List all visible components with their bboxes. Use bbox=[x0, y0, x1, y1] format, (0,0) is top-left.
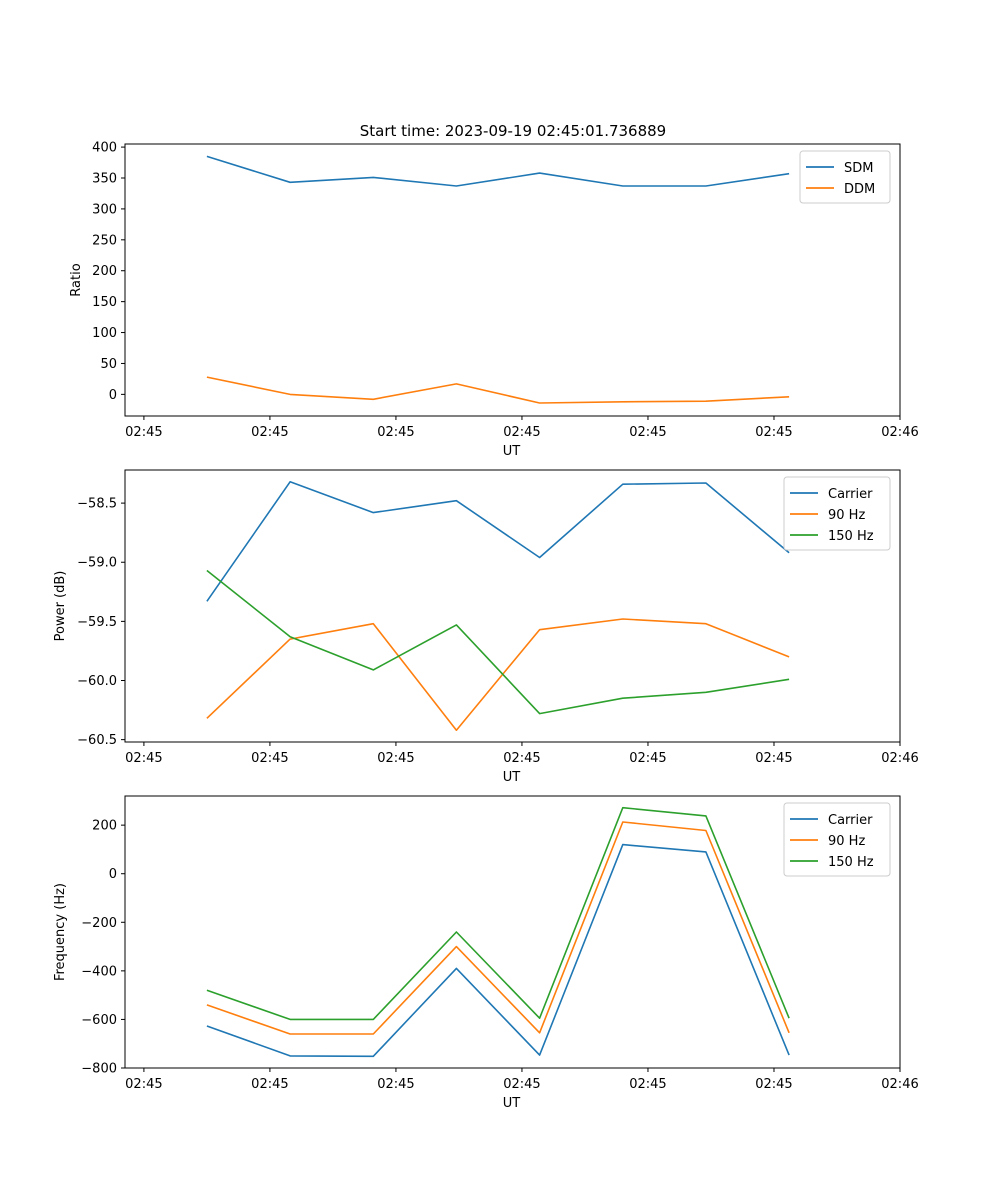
y-tick-label: 150 bbox=[92, 295, 117, 310]
series-line-150-hz bbox=[206, 569, 790, 715]
y-tick-label: 300 bbox=[92, 202, 117, 217]
y-tick-label: 0 bbox=[109, 388, 117, 403]
legend-box bbox=[783, 476, 891, 551]
y-tick-label: 50 bbox=[100, 357, 117, 372]
legend-label: 90 Hz bbox=[828, 834, 865, 849]
series-line-sdm bbox=[206, 155, 790, 187]
x-axis-label: UT bbox=[503, 770, 521, 785]
legend: Carrier 90 Hz 150 Hz bbox=[783, 802, 891, 877]
legend-label: 90 Hz bbox=[828, 508, 865, 523]
legend: Carrier 90 Hz 150 Hz bbox=[783, 476, 891, 551]
x-tick-label: 02:45 bbox=[377, 1077, 414, 1092]
series-line-carrier bbox=[206, 843, 790, 1058]
plot-frame bbox=[124, 143, 901, 417]
legend-label: Carrier bbox=[828, 487, 873, 502]
x-tick-label: 02:45 bbox=[755, 425, 792, 440]
plot-frame bbox=[124, 469, 901, 743]
plot-frame bbox=[124, 795, 901, 1069]
legend-label: 150 Hz bbox=[828, 529, 874, 544]
legend-box bbox=[783, 802, 891, 877]
y-tick-label: −60.5 bbox=[77, 733, 117, 748]
y-tick-label: −600 bbox=[81, 1013, 117, 1028]
legend-label: Carrier bbox=[828, 813, 873, 828]
chart-panel-2: 02:45 02:45 02:45 02:45 02:45 02:45 02:46 −58.5… bbox=[53, 469, 919, 785]
x-tick-label: 02:45 bbox=[629, 1077, 666, 1092]
x-tick-label: 02:45 bbox=[251, 1077, 288, 1092]
x-tick-label: 02:45 bbox=[251, 751, 288, 766]
figure-title: Start time: 2023-09-19 02:45:01.736889 bbox=[360, 122, 666, 140]
legend-box bbox=[799, 150, 891, 204]
series-line-carrier bbox=[206, 480, 790, 602]
x-tick-label: 02:45 bbox=[755, 1077, 792, 1092]
x-tick-label: 02:45 bbox=[251, 425, 288, 440]
series-line-90-hz bbox=[206, 618, 790, 732]
y-tick-label: 200 bbox=[92, 819, 117, 834]
y-axis-label: Power (dB) bbox=[53, 571, 68, 642]
x-axis-label: UT bbox=[503, 444, 521, 459]
y-axis-label: Ratio bbox=[69, 263, 84, 296]
x-tick-label: 02:45 bbox=[125, 425, 162, 440]
x-tick-label: 02:45 bbox=[125, 751, 162, 766]
chart-panel-1: 02:45 02:45 02:45 02:45 02:45 02:45 02:46 0 50 10… bbox=[69, 141, 919, 459]
series-line-150-hz bbox=[206, 806, 790, 1021]
y-tick-label: 0 bbox=[109, 867, 117, 882]
x-tick-label: 02:45 bbox=[755, 751, 792, 766]
x-tick-label: 02:45 bbox=[629, 751, 666, 766]
x-tick-label: 02:45 bbox=[377, 751, 414, 766]
y-tick-label: −200 bbox=[81, 916, 117, 931]
y-tick-label: 400 bbox=[92, 141, 117, 156]
chart-panel-3: 02:45 02:45 02:45 02:45 02:45 02:45 02:46 200 0 −… bbox=[53, 795, 919, 1111]
y-tick-label: −58.5 bbox=[77, 497, 117, 512]
x-axis-label: UT bbox=[503, 1096, 521, 1111]
series-line-ddm bbox=[206, 376, 790, 404]
x-tick-label: 02:45 bbox=[629, 425, 666, 440]
x-tick-label: 02:46 bbox=[881, 1077, 918, 1092]
x-tick-label: 02:46 bbox=[881, 425, 918, 440]
x-tick-label: 02:45 bbox=[503, 1077, 540, 1092]
y-tick-label: 250 bbox=[92, 233, 117, 248]
y-tick-label: −59.5 bbox=[77, 615, 117, 630]
x-tick-label: 02:45 bbox=[503, 751, 540, 766]
x-tick-label: 02:46 bbox=[881, 751, 918, 766]
y-tick-label: −59.0 bbox=[77, 556, 117, 571]
y-tick-label: 200 bbox=[92, 264, 117, 279]
x-tick-label: 02:45 bbox=[125, 1077, 162, 1092]
y-tick-label: 350 bbox=[92, 172, 117, 187]
y-tick-label: −800 bbox=[81, 1062, 117, 1077]
legend: SDM DDM bbox=[799, 150, 891, 204]
legend-label: SDM bbox=[844, 161, 873, 176]
legend-label: DDM bbox=[844, 182, 875, 197]
x-tick-label: 02:45 bbox=[377, 425, 414, 440]
y-tick-label: −60.0 bbox=[77, 674, 117, 689]
y-tick-label: 100 bbox=[92, 326, 117, 341]
y-tick-label: −400 bbox=[81, 964, 117, 979]
x-tick-label: 02:45 bbox=[503, 425, 540, 440]
series-line-90-hz bbox=[206, 821, 790, 1035]
y-axis-label: Frequency (Hz) bbox=[53, 883, 68, 981]
legend-label: 150 Hz bbox=[828, 855, 874, 870]
